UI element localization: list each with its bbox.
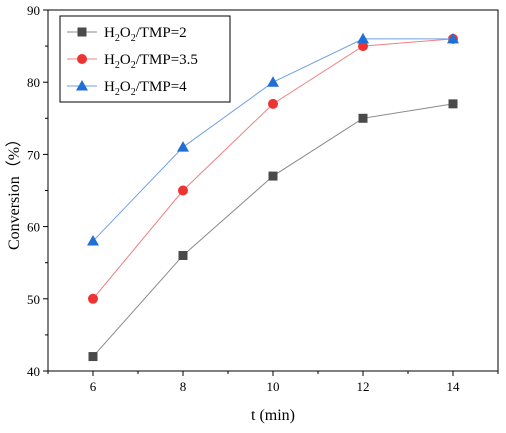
data-point	[178, 250, 188, 260]
y-tick-label: 80	[27, 75, 40, 90]
data-point	[448, 99, 458, 109]
x-axis-title: t (min)	[251, 407, 295, 424]
axis-layer: 6 8 10 12 14 40 50 60 70 80 90	[27, 3, 499, 394]
y-axis-title: Conversion（%）	[5, 131, 23, 250]
y-tick-label: 60	[27, 220, 40, 235]
y-tick-label: 70	[27, 147, 40, 162]
x-tick-label: 12	[357, 379, 370, 394]
x-tick-label: 14	[447, 379, 461, 394]
data-point	[178, 185, 188, 196]
series-line	[92, 103, 454, 357]
legend-label: H2O2/TMP=4	[104, 79, 187, 98]
x-tick-label: 6	[90, 379, 97, 394]
data-point	[447, 32, 459, 44]
data-point	[267, 76, 279, 87]
data-point	[268, 98, 278, 109]
series-3	[87, 32, 459, 246]
legend: H2O2/TMP=2 H2O2/TMP=3.5 H2O2/TMP=4	[59, 15, 231, 103]
y-tick-label: 40	[27, 364, 40, 379]
legend-label: H2O2/TMP=3.5	[104, 52, 198, 71]
y-tick-label: 50	[27, 292, 40, 307]
x-tick-label: 10	[267, 379, 280, 394]
data-point	[88, 293, 98, 304]
y-tick-label: 90	[27, 3, 40, 18]
series-2	[88, 33, 458, 304]
legend-label: H2O2/TMP=2	[104, 25, 187, 44]
data-point	[177, 141, 189, 152]
legend-marker	[77, 54, 87, 64]
data-point	[358, 113, 368, 123]
legend-marker	[77, 27, 87, 37]
plot-layer	[87, 32, 459, 362]
legend-marker	[76, 80, 88, 91]
data-point	[268, 171, 278, 181]
series-1	[88, 99, 458, 362]
x-tick-label: 8	[180, 379, 187, 394]
data-point	[87, 235, 99, 246]
data-point	[358, 41, 368, 52]
data-point	[357, 32, 369, 44]
data-point	[88, 352, 98, 362]
